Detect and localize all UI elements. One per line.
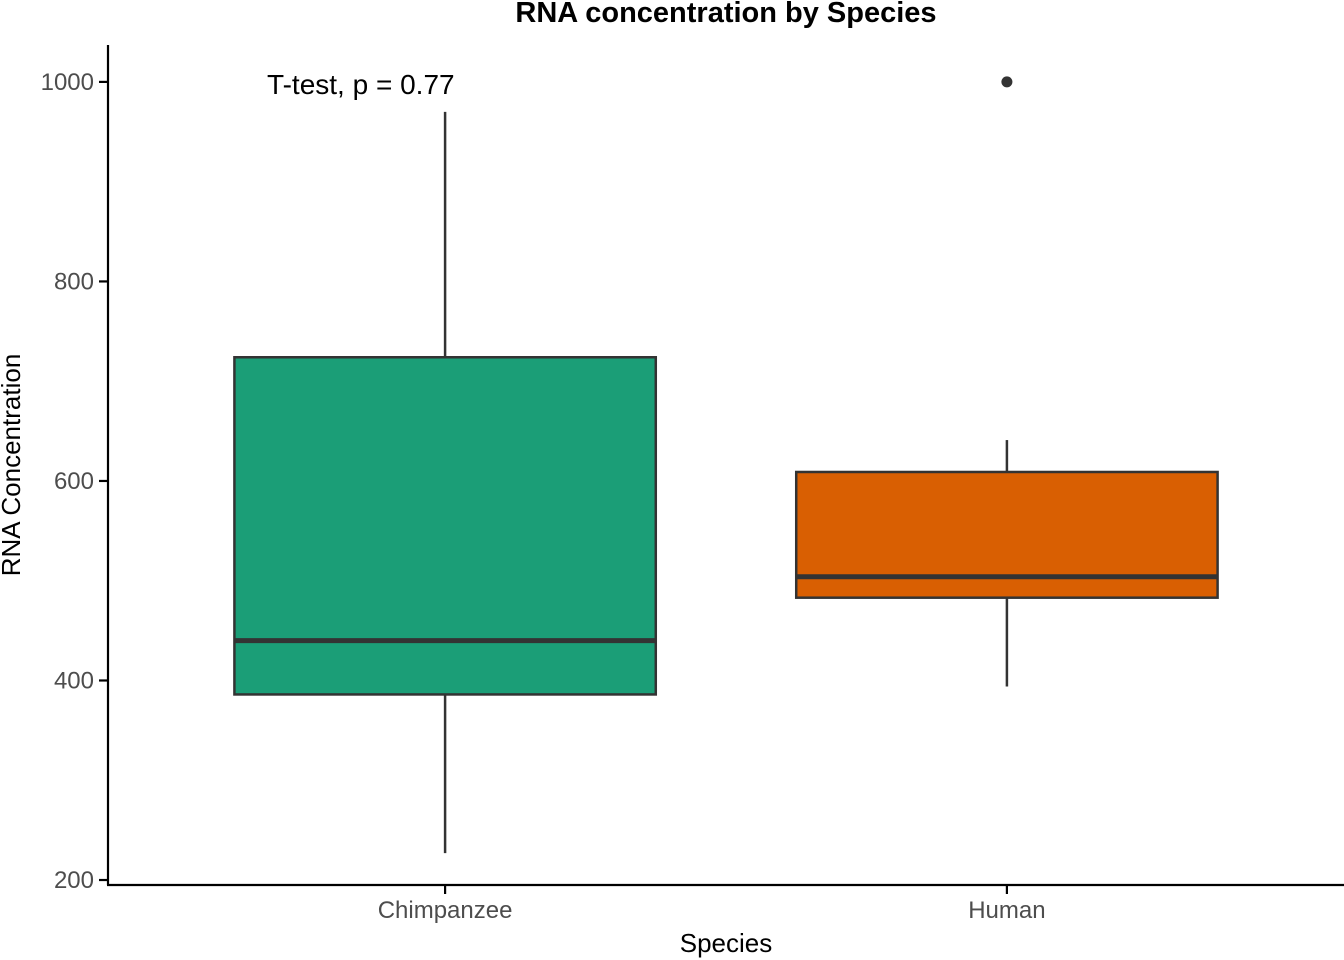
y-axis-ticks: 200 400 600 800 1000	[41, 69, 108, 894]
x-tick-label-human: Human	[968, 897, 1045, 924]
chimpanzee-box	[233, 356, 658, 696]
y-tick-label-400: 400	[54, 667, 94, 694]
chart-title: RNA concentration by Species	[515, 0, 936, 29]
y-tick-label-600: 600	[54, 468, 94, 495]
ttest-annotation: T-test, p = 0.77	[267, 69, 455, 100]
x-tick-label-chimpanzee: Chimpanzee	[378, 897, 513, 924]
y-axis-title: RNA Concentration	[0, 354, 26, 577]
y-tick-label-1000: 1000	[41, 69, 94, 96]
x-axis-ticks: Chimpanzee Human	[378, 885, 1046, 924]
y-tick-label-800: 800	[54, 268, 94, 295]
human-outlier-point	[1001, 76, 1013, 88]
x-axis-title: Species	[680, 928, 773, 958]
y-tick-label-200: 200	[54, 867, 94, 894]
plot-area	[233, 76, 1219, 854]
